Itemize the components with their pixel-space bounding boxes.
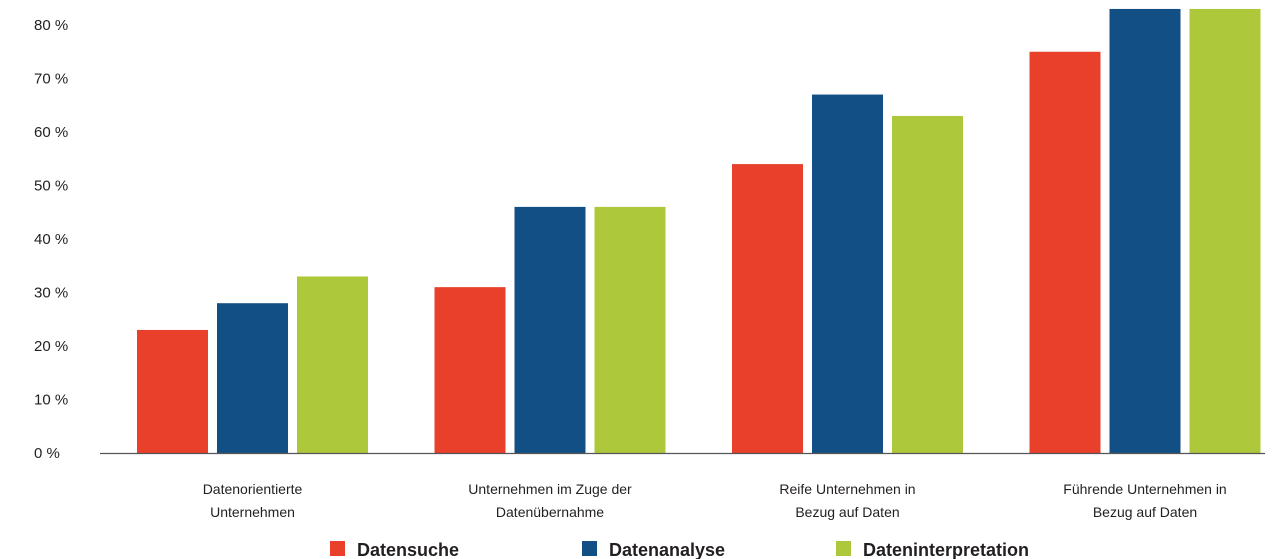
bar-datenanalyse-3 xyxy=(812,94,883,454)
bar-dateninterpretation-3 xyxy=(892,115,963,453)
bar-datensuche-3 xyxy=(732,164,803,453)
y-tick-label: 50 % xyxy=(34,178,68,195)
legend-label-dateninterpretation: Dateninterpretation xyxy=(863,540,1029,559)
bar-dateninterpretation-2 xyxy=(594,206,666,453)
y-axis-ticks: 0 % 10 % 20 % 30 % 40 % 50 % 60 % 70 % 80 % xyxy=(34,17,68,462)
y-tick-label: 10 % xyxy=(34,392,68,409)
category-label: Führende Unternehmen in xyxy=(1063,481,1226,497)
y-tick-label: 70 % xyxy=(34,71,68,88)
category-label: Datenorientierte xyxy=(203,481,303,497)
category-label: Unternehmen xyxy=(210,504,295,520)
category-label: Datenübernahme xyxy=(496,504,604,520)
legend-swatch-datenanalyse xyxy=(582,541,597,556)
y-tick-label: 60 % xyxy=(34,124,68,141)
bar-dateninterpretation-1 xyxy=(297,276,368,453)
legend: Datensuche Datenanalyse Dateninterpretatio… xyxy=(330,540,1029,559)
y-tick-label: 30 % xyxy=(34,285,68,302)
y-tick-label: 20 % xyxy=(34,338,68,355)
bar-dateninterpretation-4 xyxy=(1189,8,1261,453)
legend-label-datenanalyse: Datenanalyse xyxy=(609,540,725,559)
bar-datenanalyse-1 xyxy=(217,303,288,453)
bar-datenanalyse-4 xyxy=(1109,8,1181,453)
category-label: Unternehmen im Zuge der xyxy=(468,481,632,497)
bar-datensuche-1 xyxy=(137,329,208,453)
legend-swatch-dateninterpretation xyxy=(836,541,851,556)
legend-label-datensuche: Datensuche xyxy=(357,540,459,559)
legend-swatch-datensuche xyxy=(330,541,345,556)
y-tick-label: 40 % xyxy=(34,231,68,248)
y-tick-label: 0 % xyxy=(34,445,60,462)
category-label: Reife Unternehmen in xyxy=(779,481,915,497)
category-label: Bezug auf Daten xyxy=(795,504,899,520)
bar-datenanalyse-2 xyxy=(514,206,586,453)
bar-datensuche-2 xyxy=(434,287,506,453)
bar-datensuche-4 xyxy=(1029,51,1101,453)
bars xyxy=(137,8,1261,454)
x-axis-categories: Datenorientierte Unternehmen Unternehmen i… xyxy=(203,481,1227,520)
y-tick-label: 80 % xyxy=(34,17,68,34)
category-label: Bezug auf Daten xyxy=(1093,504,1197,520)
